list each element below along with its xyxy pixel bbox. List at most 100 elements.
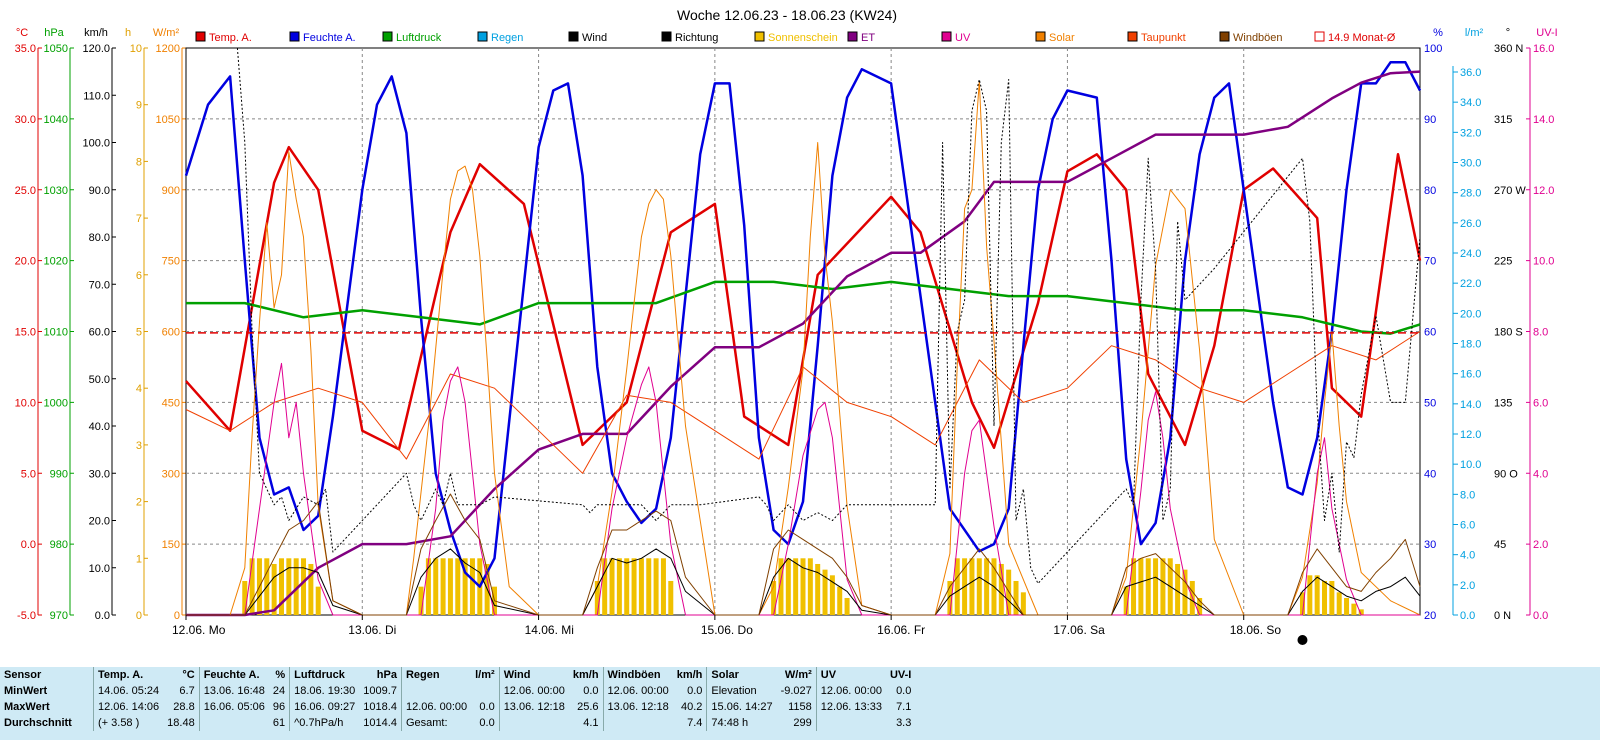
stats-cell: 16.06. 09:27 (289, 699, 360, 715)
stats-cell: 0.0 (479, 717, 495, 729)
stats-cell: 12.06. 13:33 (815, 699, 886, 715)
sunshine-bar (1006, 569, 1012, 615)
axis-tick-label: 8.0 (1533, 327, 1548, 339)
axis-tick-label: 100 (1424, 43, 1442, 55)
stats-header: Temp. A. (93, 667, 164, 683)
axis-tick-label: 100.0 (82, 138, 110, 150)
sunshine-bar (778, 558, 784, 615)
sunshine-bar (1123, 586, 1129, 615)
sunshine-bar (631, 558, 637, 615)
axis-tick-label: 10.0 (1533, 256, 1554, 268)
stats-cell: 15.06. 14:27 (706, 699, 777, 715)
sunshine-bar (278, 558, 284, 615)
axis-tick-label: 0.0 (1460, 610, 1475, 622)
legend-swatch-solar (1035, 31, 1046, 42)
sunshine-bar (469, 558, 475, 615)
sunshine-bar (793, 558, 799, 615)
legend-swatch-temp-a (195, 31, 206, 42)
axis-unit-c: °C (16, 27, 28, 39)
series-line-windb-en (186, 493, 1421, 616)
sunshine-bar (1358, 609, 1364, 615)
stats-cell (400, 683, 472, 699)
axis-tick-label: 90 O (1494, 468, 1518, 480)
legend-label-uv: UV (955, 32, 971, 44)
axis-tick-label: 150 (162, 539, 180, 551)
stats-header-unit: l/m² (475, 669, 495, 681)
stats-row: Durchschnitt (+ 3.58 ) 18.48 61 ^0.7hPa/h 101… (0, 715, 915, 731)
axis-tick-label: 90.0 (89, 185, 110, 197)
sunshine-bar (837, 586, 843, 615)
sunshine-bar (1336, 592, 1342, 615)
stats-header-unit: hPa (376, 669, 397, 681)
stats-cell: 1158 (788, 701, 812, 713)
legend-label-solar: Solar (1049, 32, 1075, 44)
day-label: 18.06. So (1230, 623, 1282, 637)
axis-tick-label: 18.0 (1460, 339, 1481, 351)
stats-cell: 18.48 (167, 717, 195, 729)
axis-tick-label: 20 (1424, 610, 1436, 622)
stats-cell: 13.06. 12:18 (602, 699, 673, 715)
sunshine-bar (616, 558, 622, 615)
sunshine-bar (1351, 603, 1357, 615)
axis-tick-label: 30.0 (15, 114, 36, 126)
sunshine-bar (609, 558, 615, 615)
stats-header-unit: UV-I (889, 669, 912, 681)
legend-label-wind: Wind (582, 32, 607, 44)
stats-header: Windböen (602, 667, 673, 683)
axis-tick-label: 70.0 (89, 279, 110, 291)
axis-tick-label: 8.0 (1460, 489, 1475, 501)
axis-tick-label: 270 W (1494, 185, 1526, 197)
axis-tick-label: 60.0 (89, 327, 110, 339)
stats-cell: 28.8 (173, 701, 195, 713)
stats-cell: 1014.4 (363, 717, 397, 729)
axis-tick-label: 20.0 (15, 256, 36, 268)
axis-tick-label: 990 (50, 468, 68, 480)
legend-swatch-uv (941, 31, 952, 42)
stats-cell: 40.2 (680, 701, 703, 713)
axis-tick-label: 110.0 (83, 90, 110, 102)
axis-tick-label: 60 (1424, 327, 1436, 339)
axis-tick-label: 15.0 (15, 327, 36, 339)
sunshine-bar (800, 558, 806, 615)
axis-tick-label: 0 (136, 610, 142, 622)
stats-cell: 25.6 (577, 701, 599, 713)
sunshine-bar (1299, 592, 1305, 615)
sunshine-bar (242, 580, 248, 615)
axis-tick-label: 36.0 (1460, 67, 1481, 79)
axis-tick-label: -5.0 (17, 610, 36, 622)
axis-tick-label: 450 (162, 397, 180, 409)
stats-cell: -9.027 (780, 685, 812, 697)
sunshine-bar (660, 558, 666, 615)
axis-tick-label: 8 (136, 156, 142, 168)
axis-tick-label: 20.0 (1460, 308, 1481, 320)
axis-tick-label: 7 (136, 213, 142, 225)
axis-tick-label: 0.0 (95, 610, 110, 622)
stats-header: Wind (498, 667, 569, 683)
legend-label-temp-a: Temp. A. (209, 32, 252, 44)
stats-row-label: MinWert (4, 685, 48, 697)
series-line-et (186, 70, 1421, 617)
series-line-uv (186, 362, 1420, 616)
axis-tick-label: 1050 (44, 43, 68, 55)
axis-unit-l-m: l/m² (1465, 27, 1484, 39)
stats-cell: 299 (793, 717, 812, 729)
sunshine-bar (433, 558, 439, 615)
legend-swatch-sonnenschein (754, 31, 765, 42)
day-label: 12.06. Mo (172, 623, 226, 637)
stats-cell (198, 715, 269, 731)
axis-tick-label: 1200 (156, 43, 180, 55)
axis-tick-label: 12.0 (1460, 429, 1481, 441)
stats-cell: 6.7 (179, 685, 195, 697)
legend-label-feuchte-a: Feuchte A. (303, 32, 356, 44)
sunshine-bar (1131, 558, 1137, 615)
axis-tick-label: 0 N (1494, 610, 1511, 622)
sunshine-bar (844, 597, 850, 615)
sunshine-bar (1175, 563, 1181, 615)
stats-cell: 0.0 (583, 685, 599, 697)
sunshine-bar (976, 558, 982, 615)
stats-cell: 1009.7 (363, 685, 397, 697)
axis-tick-label: 315 (1494, 114, 1512, 126)
sunshine-bar (293, 558, 299, 615)
legend-swatch-regen (477, 31, 488, 42)
sunshine-bar (638, 558, 644, 615)
